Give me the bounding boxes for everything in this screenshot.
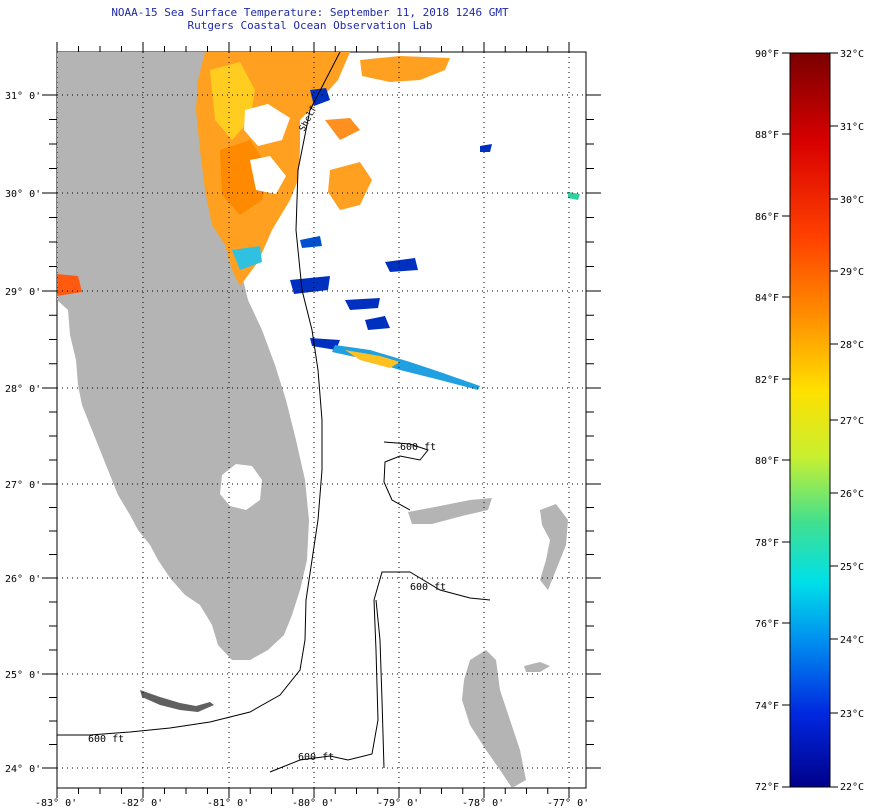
colorbar-f-label: 82°F <box>755 375 779 386</box>
abaco-island <box>540 504 568 590</box>
lat-label: 24° 0' <box>5 764 41 775</box>
florida-keys <box>140 690 214 712</box>
colorbar: 90°F 88°F 86°F 84°F 82°F 80°F 78°F 76°F … <box>755 49 864 793</box>
lon-label: -83° 0' <box>35 798 77 809</box>
andros-island <box>462 650 526 788</box>
lat-label: 28° 0' <box>5 384 41 395</box>
colorbar-f-label: 84°F <box>755 293 779 304</box>
grand-bahama <box>408 498 492 524</box>
lon-labels: -83° 0' -82° 0' -81° 0' -80° 0' -79° 0' … <box>35 798 589 809</box>
colorbar-c-label: 30°C <box>840 195 864 206</box>
lon-label: -77° 0' <box>547 798 589 809</box>
colorbar-c-label: 27°C <box>840 416 864 427</box>
colorbar-gradient <box>789 52 831 788</box>
lon-label: -82° 0' <box>121 798 163 809</box>
new-providence <box>524 662 550 672</box>
isobath-contours <box>57 52 491 773</box>
lat-label: 27° 0' <box>5 480 41 491</box>
colorbar-c-label: 28°C <box>840 340 864 351</box>
sst-data-layer <box>196 52 580 390</box>
lake-okeechobee <box>220 464 262 510</box>
lat-label: 29° 0' <box>5 287 41 298</box>
colorbar-f-label: 78°F <box>755 538 779 549</box>
map-subtitle: Rutgers Coastal Ocean Observation Lab <box>187 19 433 32</box>
colorbar-f-label: 76°F <box>755 619 779 630</box>
colorbar-f-label: 72°F <box>755 782 779 793</box>
colorbar-c-label: 24°C <box>840 635 864 646</box>
lat-label: 30° 0' <box>5 189 41 200</box>
contour-label-2: 600 ft <box>410 582 446 593</box>
colorbar-f-label: 80°F <box>755 456 779 467</box>
lon-label: -78° 0' <box>462 798 504 809</box>
lat-label: 26° 0' <box>5 574 41 585</box>
colorbar-c-label: 31°C <box>840 122 864 133</box>
colorbar-f-label: 90°F <box>755 49 779 60</box>
lon-label: -79° 0' <box>377 798 419 809</box>
contour-label-3: 600 ft <box>88 734 124 745</box>
lon-label: -80° 0' <box>292 798 334 809</box>
map-title: NOAA-15 Sea Surface Temperature: Septemb… <box>111 6 509 19</box>
colorbar-f-label: 74°F <box>755 701 779 712</box>
colorbar-c-label: 22°C <box>840 782 864 793</box>
lat-label: 31° 0' <box>5 91 41 102</box>
colorbar-c-label: 32°C <box>840 49 864 60</box>
axis-ticks <box>42 42 601 798</box>
lon-label: -81° 0' <box>207 798 249 809</box>
colorbar-f-label: 88°F <box>755 130 779 141</box>
colorbar-c-label: 25°C <box>840 562 864 573</box>
colorbar-c-label: 26°C <box>840 489 864 500</box>
colorbar-c-label: 29°C <box>840 267 864 278</box>
west-coast-patch <box>57 274 82 296</box>
lat-labels: 31° 0' 30° 0' 29° 0' 28° 0' 27° 0' 26° 0… <box>5 91 41 775</box>
colorbar-c-label: 23°C <box>840 709 864 720</box>
lat-label: 25° 0' <box>5 670 41 681</box>
contour-label-4: 600 ft <box>298 752 334 763</box>
contour-label-1: 600 ft <box>400 442 436 453</box>
graticule <box>57 52 586 788</box>
colorbar-f-label: 86°F <box>755 212 779 223</box>
